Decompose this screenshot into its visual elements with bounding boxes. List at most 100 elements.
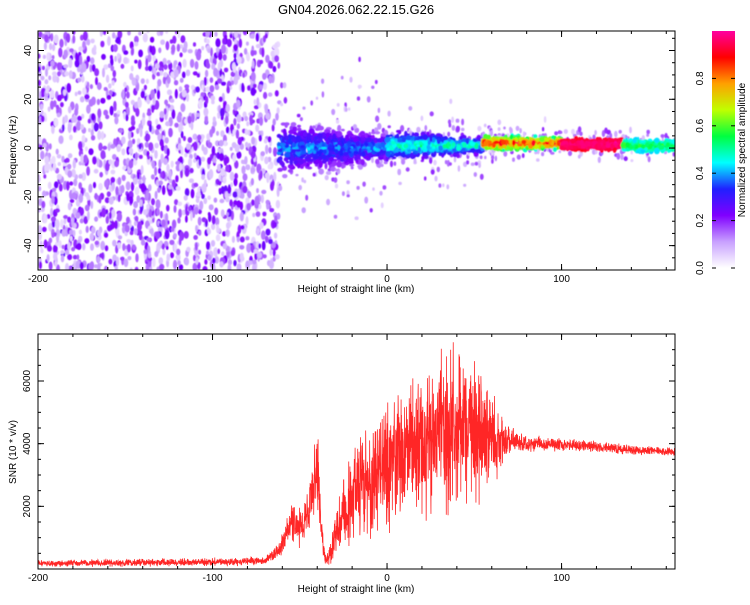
heatmap-cell	[358, 84, 361, 89]
heatmap-cell	[448, 162, 452, 166]
heatmap-cell	[448, 122, 452, 128]
heatmap-cell	[248, 260, 254, 265]
heatmap-cell	[178, 264, 184, 270]
heatmap-cell	[132, 208, 137, 216]
heatmap-cell	[263, 82, 267, 91]
heatmap-cell	[279, 160, 284, 166]
heatmap-cell	[478, 162, 481, 168]
heatmap-cell	[47, 245, 52, 252]
heatmap-cell	[451, 142, 456, 148]
heatmap-cell	[38, 79, 41, 87]
heatmap-cell	[71, 168, 76, 178]
heatmap-cell	[236, 123, 240, 130]
heatmap-cell	[491, 155, 495, 160]
heatmap-cell	[233, 118, 237, 126]
heatmap-cell	[379, 190, 383, 196]
heatmap-cell	[491, 158, 494, 164]
heatmap-cell	[94, 68, 100, 77]
heatmap-cell	[67, 216, 72, 223]
heatmap-cell	[594, 149, 598, 155]
heatmap-cell	[404, 133, 411, 136]
heatmap-cell	[242, 72, 246, 78]
heatmap-cell	[144, 66, 149, 71]
heatmap-cell	[128, 147, 134, 154]
heatmap-cell	[154, 129, 160, 136]
heatmap-cell	[245, 164, 251, 171]
heatmap-cell	[253, 105, 259, 110]
heatmap-cell	[183, 231, 189, 239]
heatmap-cell	[69, 229, 74, 236]
heatmap-cell	[200, 156, 206, 162]
heatmap-cell	[222, 176, 227, 184]
heatmap-cell	[178, 208, 183, 218]
heatmap-cell	[79, 207, 84, 217]
heatmap-cell	[51, 187, 57, 192]
heatmap-cell	[112, 70, 117, 78]
heatmap-cell	[217, 78, 223, 84]
heatmap-cell	[120, 256, 125, 261]
heatmap-cell	[263, 91, 268, 100]
heatmap-cell	[54, 208, 60, 213]
heatmap-cell	[151, 198, 155, 206]
heatmap-cell	[334, 144, 338, 147]
heatmap-cell	[229, 171, 235, 181]
heatmap-cell	[135, 253, 139, 263]
heatmap-cell	[255, 211, 261, 217]
heatmap-cell	[154, 142, 159, 149]
heatmap-cell	[61, 124, 65, 132]
heatmap-cell	[233, 31, 238, 39]
heatmap-cell	[259, 116, 264, 126]
heatmap-cell	[229, 146, 233, 151]
heatmap-cell	[215, 234, 221, 242]
heatmap-cell	[341, 128, 345, 132]
heatmap-cell	[268, 146, 272, 154]
heatmap-cell	[159, 263, 165, 270]
heatmap-cell	[232, 154, 237, 163]
heatmap-cell	[249, 114, 253, 124]
heatmap-cell	[96, 82, 102, 90]
heatmap-cell	[189, 58, 195, 68]
heatmap-cell	[383, 161, 388, 165]
heatmap-cell	[208, 204, 214, 211]
heatmap-cell	[341, 191, 345, 197]
heatmap-cell	[250, 150, 256, 159]
heatmap-cell	[177, 143, 182, 151]
heatmap-cell	[217, 248, 221, 255]
heatmap-cell	[111, 221, 115, 230]
heatmap-cell	[138, 154, 143, 159]
heatmap-cell	[89, 232, 95, 241]
heatmap-cell	[647, 156, 651, 163]
heatmap-cell	[137, 98, 142, 108]
heatmap-cell	[360, 137, 365, 141]
heatmap-cell	[325, 171, 332, 175]
heatmap-cell	[243, 48, 248, 55]
heatmap-cell	[221, 251, 225, 257]
heatmap-cell	[237, 188, 241, 198]
heatmap-cell	[303, 179, 307, 184]
heatmap-cell	[282, 128, 287, 135]
heatmap-cell	[170, 252, 174, 259]
heatmap-cell	[300, 144, 305, 149]
heatmap-cell	[442, 183, 445, 188]
heatmap-cell	[521, 153, 525, 159]
heatmap-cell	[111, 181, 115, 191]
heatmap-cell	[61, 229, 67, 237]
heatmap-cell	[207, 195, 211, 200]
heatmap-cell	[222, 243, 228, 249]
heatmap-cell	[150, 174, 155, 180]
heatmap-cell	[372, 187, 375, 191]
heatmap-cell	[86, 55, 91, 63]
heatmap-cell	[164, 114, 168, 121]
heatmap-cell	[98, 142, 103, 151]
heatmap-cell	[305, 194, 309, 201]
heatmap-cell	[191, 113, 195, 123]
heatmap-cell	[58, 183, 63, 192]
heatmap-cell	[429, 157, 433, 164]
heatmap-cell	[51, 155, 56, 165]
heatmap-cell	[158, 66, 164, 71]
heatmap-cell	[301, 177, 304, 183]
heatmap-cell	[592, 134, 596, 140]
heatmap-cell	[111, 209, 116, 218]
heatmap-cell	[120, 184, 125, 194]
heatmap-cell	[126, 193, 130, 202]
